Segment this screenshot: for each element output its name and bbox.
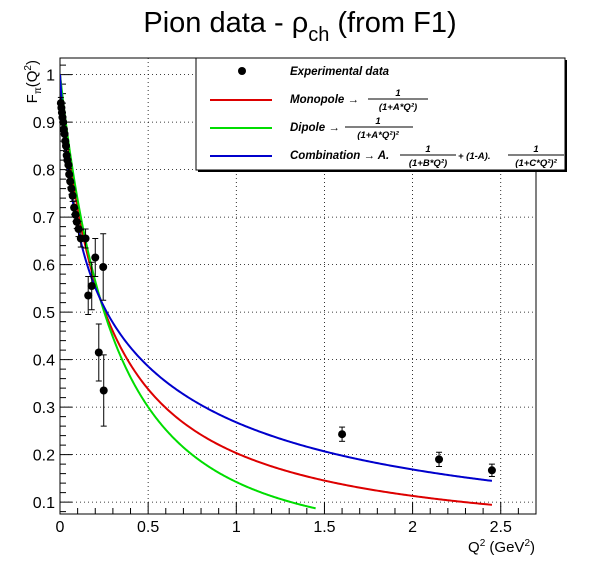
data-point: [99, 263, 108, 271]
y-tick-label: 0.7: [33, 210, 55, 227]
x-tick-label: 0: [56, 519, 65, 536]
y-tick-label: 0.9: [33, 115, 55, 132]
data-point: [91, 253, 100, 262]
data-point: [65, 170, 74, 179]
data-point: [61, 141, 70, 150]
legend-box: [195, 57, 566, 171]
data-point: [338, 430, 347, 439]
y-axis-label: Fπ(Q2): [23, 60, 44, 103]
x-tick-label: 2: [408, 519, 417, 536]
y-tick-label: 0.3: [33, 400, 55, 417]
data-point: [487, 466, 496, 475]
data-point: [64, 160, 73, 169]
legend-formula-comb-den1: (1+B*Q²): [409, 158, 447, 169]
y-tick-label: 0.2: [33, 448, 55, 465]
data-point: [435, 455, 444, 464]
x-axis-label: Q2 (GeV2): [468, 538, 535, 556]
legend-formula-comb-mid: + (1-A).: [458, 151, 490, 162]
data-point: [59, 118, 68, 127]
curve-mono: [60, 74, 493, 506]
legend: Experimental data Monopole → 1 (1+A*Q²) …: [195, 57, 567, 172]
chart-title: Pion data - ρch (from F1): [143, 7, 456, 46]
data-point: [66, 177, 75, 186]
data-point: [74, 225, 83, 233]
y-tick-label: 0.8: [33, 163, 55, 180]
legend-formula-dipole-num: 1: [375, 116, 380, 127]
x-tick-label: 0.5: [137, 519, 159, 536]
y-tick-label: 1: [46, 68, 55, 85]
y-tick-label: 0.5: [33, 305, 55, 322]
x-tick-label: 1.5: [313, 519, 335, 536]
legend-label-monopole: Monopole →: [290, 94, 359, 106]
legend-formula-dipole-den: (1+A*Q²)²: [357, 130, 399, 141]
data-point: [68, 191, 77, 200]
y-tick-label: 0.4: [33, 353, 55, 370]
data-point: [60, 130, 69, 138]
axis-ticks: 0 0.5 1 1.5 2 2.5 0.1 0.2 0.3 0.4 0.5 0.6 0.7 0.8 0.9 1: [33, 64, 537, 536]
legend-formula-monopole-den: (1+A*Q²): [379, 102, 417, 113]
curve-comb: [60, 74, 493, 482]
data-point: [87, 282, 96, 290]
y-tick-label: 0.1: [33, 495, 55, 512]
x-tick-label: 2.5: [490, 519, 512, 536]
data-point: [81, 234, 90, 243]
data-point: [99, 386, 108, 395]
legend-marker-data: [238, 67, 246, 75]
legend-label-data: Experimental data: [290, 66, 390, 78]
legend-formula-comb-den2: (1+C*Q²)²: [515, 158, 557, 169]
legend-formula-comb-num1: 1: [425, 144, 430, 155]
legend-label-dipole: Dipole →: [290, 122, 340, 134]
legend-label-combination: Combination → A.: [290, 150, 389, 162]
data-point: [67, 184, 76, 193]
experimental-points: [56, 96, 496, 477]
legend-formula-comb-num2: 1: [533, 144, 538, 155]
x-tick-label: 1: [232, 519, 241, 536]
model-curves: [60, 74, 493, 510]
legend-formula-monopole-num: 1: [395, 88, 400, 99]
data-point: [84, 291, 93, 300]
curve-dip: [60, 74, 316, 510]
y-tick-label: 0.6: [33, 258, 55, 275]
